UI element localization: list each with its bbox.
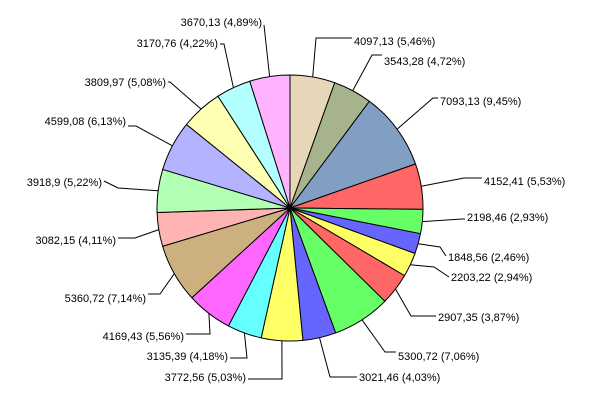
data-label-9: 5300,72 (7,06%) [398,351,479,363]
data-label-20: 3670,13 (4,89%) [181,17,262,29]
leader-line-10 [319,337,357,378]
data-label-8: 2907,35 (3,87%) [438,312,519,324]
data-label-11: 3772,56 (5,03%) [165,372,246,384]
leader-line-8 [395,288,436,317]
leader-line-6 [418,243,447,257]
data-label-16: 3918,9 (5,22%) [27,177,102,189]
leader-line-2 [352,54,382,91]
data-label-1: 4097,13 (5,46%) [354,36,435,48]
pie-slice-3 [289,100,416,209]
leader-line-12 [230,332,248,359]
data-label-19: 3170,76 (4,22%) [137,38,218,50]
leader-line-1 [312,37,352,78]
data-label-15: 3082,15 (4,11%) [35,235,116,247]
data-label-2: 3543,28 (4,72%) [384,56,465,68]
data-label-4: 4152,41 (5,53%) [484,176,565,188]
leader-line-14 [148,273,175,295]
leader-line-5 [422,218,465,223]
leader-line-18 [168,81,202,110]
leader-line-15 [118,229,159,239]
data-label-17: 4599,08 (6,13%) [45,116,126,128]
data-label-13: 4169,43 (5,56%) [103,331,184,343]
leader-line-11 [248,340,283,380]
data-label-3: 7093,13 (9,45%) [440,96,521,108]
data-label-10: 3021,46 (4,03%) [359,372,440,384]
leader-line-16 [103,180,159,192]
data-label-18: 3809,97 (5,08%) [85,77,166,89]
leader-line-13 [186,313,211,335]
leader-line-17 [128,125,173,147]
leader-line-3 [396,97,438,130]
data-label-6: 1848,56 (2,46%) [448,252,529,264]
data-label-5: 2198,46 (2,93%) [467,212,548,224]
data-label-14: 5360,72 (7,14%) [65,293,146,305]
data-label-7: 2203,22 (2,94%) [451,272,532,284]
data-label-12: 3135,39 (4,18%) [147,351,228,363]
slices-layer [156,74,424,342]
leader-line-19 [220,43,234,88]
leader-lines-layer [103,24,482,380]
leader-line-4 [421,177,482,187]
pie-slice-20 [249,74,291,209]
data-labels-layer: 4097,13 (5,46%) 3543,28 (4,72%) 7093,13 (9… [27,17,566,384]
leader-line-9 [361,319,396,353]
leader-line-7 [410,264,450,278]
leader-line-20 [263,24,271,77]
